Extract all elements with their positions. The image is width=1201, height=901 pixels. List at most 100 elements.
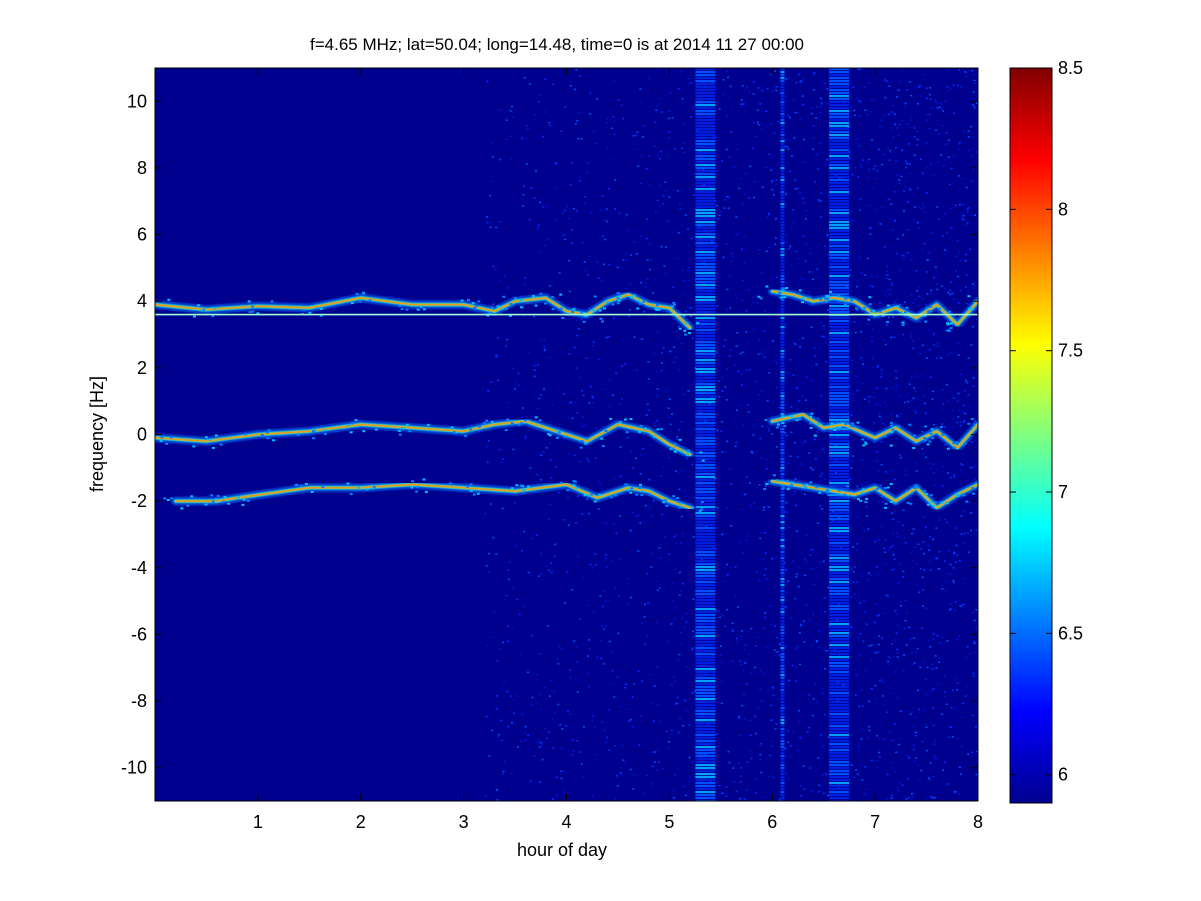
trace-speckle [925,493,929,495]
noise-cell [813,347,816,349]
stripe-cell [695,479,716,482]
noise-cell [693,194,695,196]
noise-cell [756,487,759,489]
stripe-cell [695,533,716,536]
noise-cell [756,571,758,573]
noise-cell [884,539,887,541]
noise-cell [915,411,917,414]
noise-cell [873,422,876,424]
noise-cell [821,692,824,694]
noise-cell [744,493,747,495]
noise-cell [502,770,505,773]
stripe-cell [829,656,850,659]
noise-cell [500,719,503,722]
stripe-cell [829,248,850,251]
noise-cell [925,607,928,610]
stripe-cell [780,632,785,635]
trace-layer [155,285,978,513]
stripe-cell [829,713,850,716]
noise-cell [582,775,585,778]
stripe-cell [829,218,850,221]
noise-cell [816,168,819,170]
noise-cell [530,634,533,637]
noise-cell [787,114,790,117]
noise-cell [716,745,719,748]
noise-cell [795,250,798,253]
noise-cell [970,751,973,754]
noise-cell [681,101,684,104]
stripe-cell [780,155,785,158]
stripe-cell [695,641,716,644]
stripe-cell [780,389,785,392]
noise-cell [866,396,869,398]
noise-cell [942,165,945,167]
trace-speckle [640,494,644,497]
stripe-cell [695,593,716,596]
noise-cell [740,105,743,108]
noise-cell [586,498,589,501]
noise-cell [939,642,942,644]
trace-speckle [861,492,865,495]
noise-cell [879,484,882,487]
noise-cell [655,109,658,111]
stripe-cell [780,431,785,434]
noise-cell [912,397,915,399]
stripe-cell [780,497,785,500]
noise-cell [809,252,812,255]
noise-cell [673,346,675,348]
noise-cell [807,291,810,293]
noise-cell [661,362,664,364]
noise-cell [894,123,897,126]
trace-speckle [696,322,700,325]
noise-cell [887,663,890,666]
noise-cell [672,797,675,799]
noise-cell [940,154,943,156]
noise-cell [681,269,684,271]
noise-cell [571,589,574,591]
noise-cell [891,545,894,547]
noise-cell [794,188,797,190]
noise-cell [944,444,947,446]
trace-speckle [797,417,801,420]
noise-cell [913,409,916,412]
trace-speckle [946,322,949,325]
trace-speckle [522,488,526,491]
noise-cell [717,217,720,220]
stripe-cell [695,749,716,752]
noise-cell [524,284,526,286]
stripe-cell [780,725,785,728]
trace-speckle [685,454,689,457]
noise-cell [827,194,830,197]
noise-cell [639,473,642,475]
noise-cell [648,242,651,245]
noise-cell [883,704,886,706]
noise-cell [585,172,588,174]
trace-speckle [790,415,793,418]
stripe-cell [695,104,716,107]
stripe-cell [695,92,716,95]
noise-cell [893,336,896,338]
noise-cell [640,155,643,157]
stripe-cell [829,734,850,737]
noise-cell [683,279,686,282]
stripe-cell [780,503,785,506]
stripe-cell [829,413,850,416]
noise-cell [567,710,569,712]
noise-cell [894,370,897,372]
noise-cell [789,359,792,361]
noise-cell [815,363,818,366]
stripe-cell [829,197,850,200]
trace-speckle [624,483,628,486]
noise-cell [768,372,771,374]
stripe-cell [829,548,850,551]
trace-speckle [601,320,604,323]
noise-cell [619,475,622,478]
stripe-cell [829,383,850,386]
noise-cell [952,397,955,399]
noise-cell [611,670,614,672]
noise-cell [618,558,621,560]
noise-cell [668,110,671,113]
noise-cell [975,627,978,629]
noise-cell [628,720,631,722]
trace-speckle [629,418,633,421]
